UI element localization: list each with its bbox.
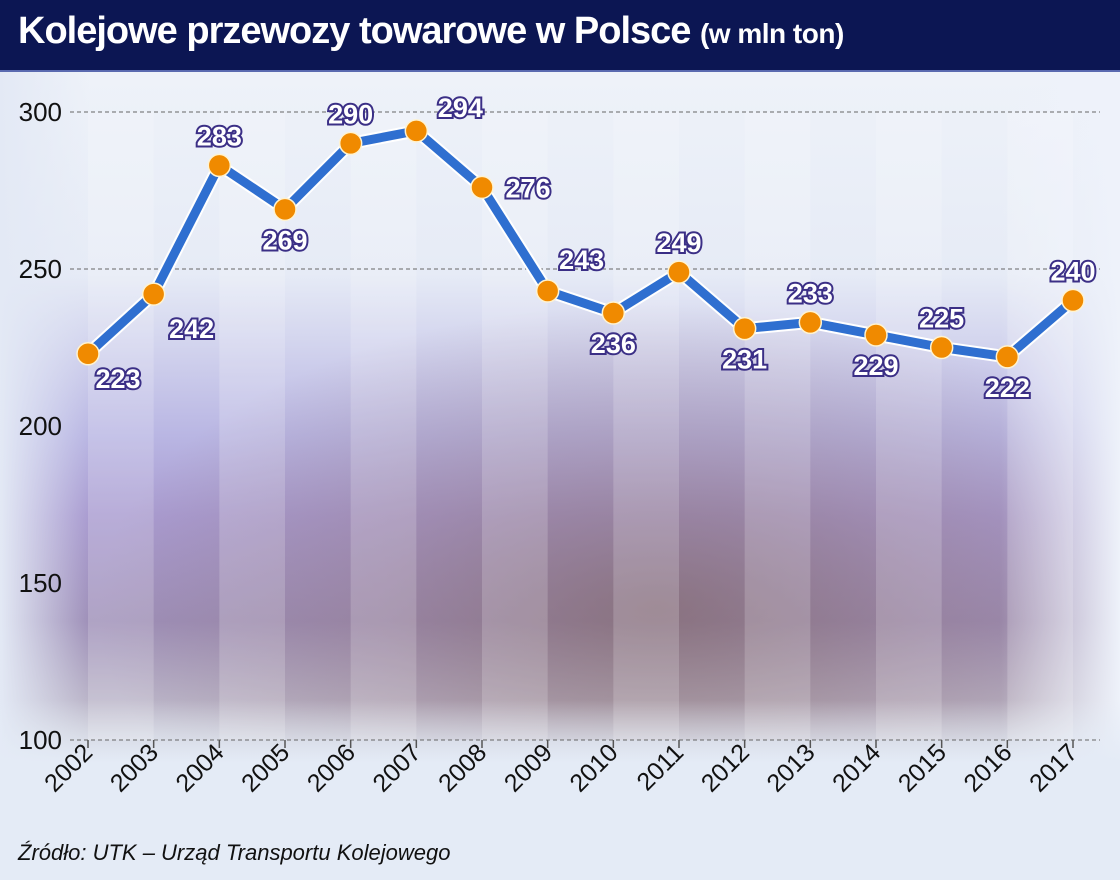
data-label: 283 (197, 121, 242, 151)
y-tick-label: 300 (19, 97, 62, 127)
data-label: 231 (722, 345, 767, 375)
x-tick-label: 2006 (302, 738, 361, 797)
chart-title: Kolejowe przewozy towarowe w Polsce (w m… (18, 10, 844, 53)
data-point-marker (929, 335, 954, 360)
data-point-marker (667, 260, 691, 284)
data-label: 229 (853, 351, 898, 381)
data-point-marker (601, 301, 626, 325)
y-tick-label: 250 (19, 254, 62, 284)
stripe (613, 112, 679, 740)
stripe (219, 112, 285, 740)
stripe (88, 112, 154, 740)
data-point-marker (1061, 288, 1085, 313)
data-label: 249 (656, 228, 701, 258)
y-tick-label: 100 (19, 725, 62, 755)
stripe (350, 112, 417, 740)
train-photo-overlay (90, 300, 1120, 740)
x-tick-label: 2007 (367, 738, 426, 797)
data-label: 225 (919, 304, 964, 334)
x-tick-label: 2014 (827, 738, 886, 797)
data-point-marker (207, 153, 232, 178)
data-label: 290 (328, 99, 373, 129)
data-point-marker (864, 323, 888, 347)
x-tick-label: 2009 (499, 738, 558, 797)
x-tick-label: 2010 (564, 738, 623, 797)
stripe (876, 112, 942, 740)
x-tick-label: 2012 (696, 738, 755, 797)
x-tick-label: 2003 (105, 738, 164, 797)
x-tick-label: 2015 (893, 738, 952, 797)
data-line (84, 126, 1076, 362)
data-point-marker (995, 345, 1020, 369)
data-label: 236 (591, 329, 636, 359)
data-label: 223 (95, 364, 140, 394)
data-label: 240 (1050, 256, 1095, 286)
title-unit: (w mln ton) (699, 18, 844, 49)
bottom-fade (0, 700, 1120, 880)
y-tick-label: 200 (19, 411, 62, 441)
data-label: 243 (559, 245, 604, 275)
source-note: Źródło: UTK – Urząd Transportu Kolejoweg… (18, 840, 451, 865)
data-label: 222 (985, 373, 1030, 403)
data-label: 242 (169, 314, 214, 344)
x-tick-label: 2008 (433, 738, 492, 797)
x-tick-label: 2017 (1024, 738, 1083, 797)
x-tick-label: 2016 (958, 738, 1017, 797)
data-point-marker (273, 197, 297, 222)
data-point-marker (798, 310, 823, 335)
data-point-marker (141, 282, 166, 306)
data-point-marker (338, 131, 363, 156)
data-label: 294 (438, 93, 483, 123)
data-point-marker (76, 342, 100, 366)
data-label: 269 (262, 225, 307, 255)
data-label: 233 (788, 278, 833, 308)
data-label: 276 (505, 173, 550, 203)
header-bar: Kolejowe przewozy towarowe w Polsce (w m… (0, 0, 1120, 72)
x-tick-label: 2011 (631, 738, 689, 796)
title-text: Kolejowe przewozy towarowe w Polsce (18, 10, 691, 52)
data-point-marker (732, 316, 757, 341)
y-tick-label: 150 (19, 568, 62, 598)
x-tick-label: 2004 (170, 738, 229, 797)
data-point-marker (535, 279, 560, 303)
stripe (744, 112, 811, 740)
data-point-marker (470, 175, 494, 200)
x-tick-label: 2013 (761, 738, 820, 797)
data-point-marker (404, 119, 429, 143)
x-tick-label: 2005 (236, 738, 295, 797)
stripe (1007, 112, 1073, 740)
